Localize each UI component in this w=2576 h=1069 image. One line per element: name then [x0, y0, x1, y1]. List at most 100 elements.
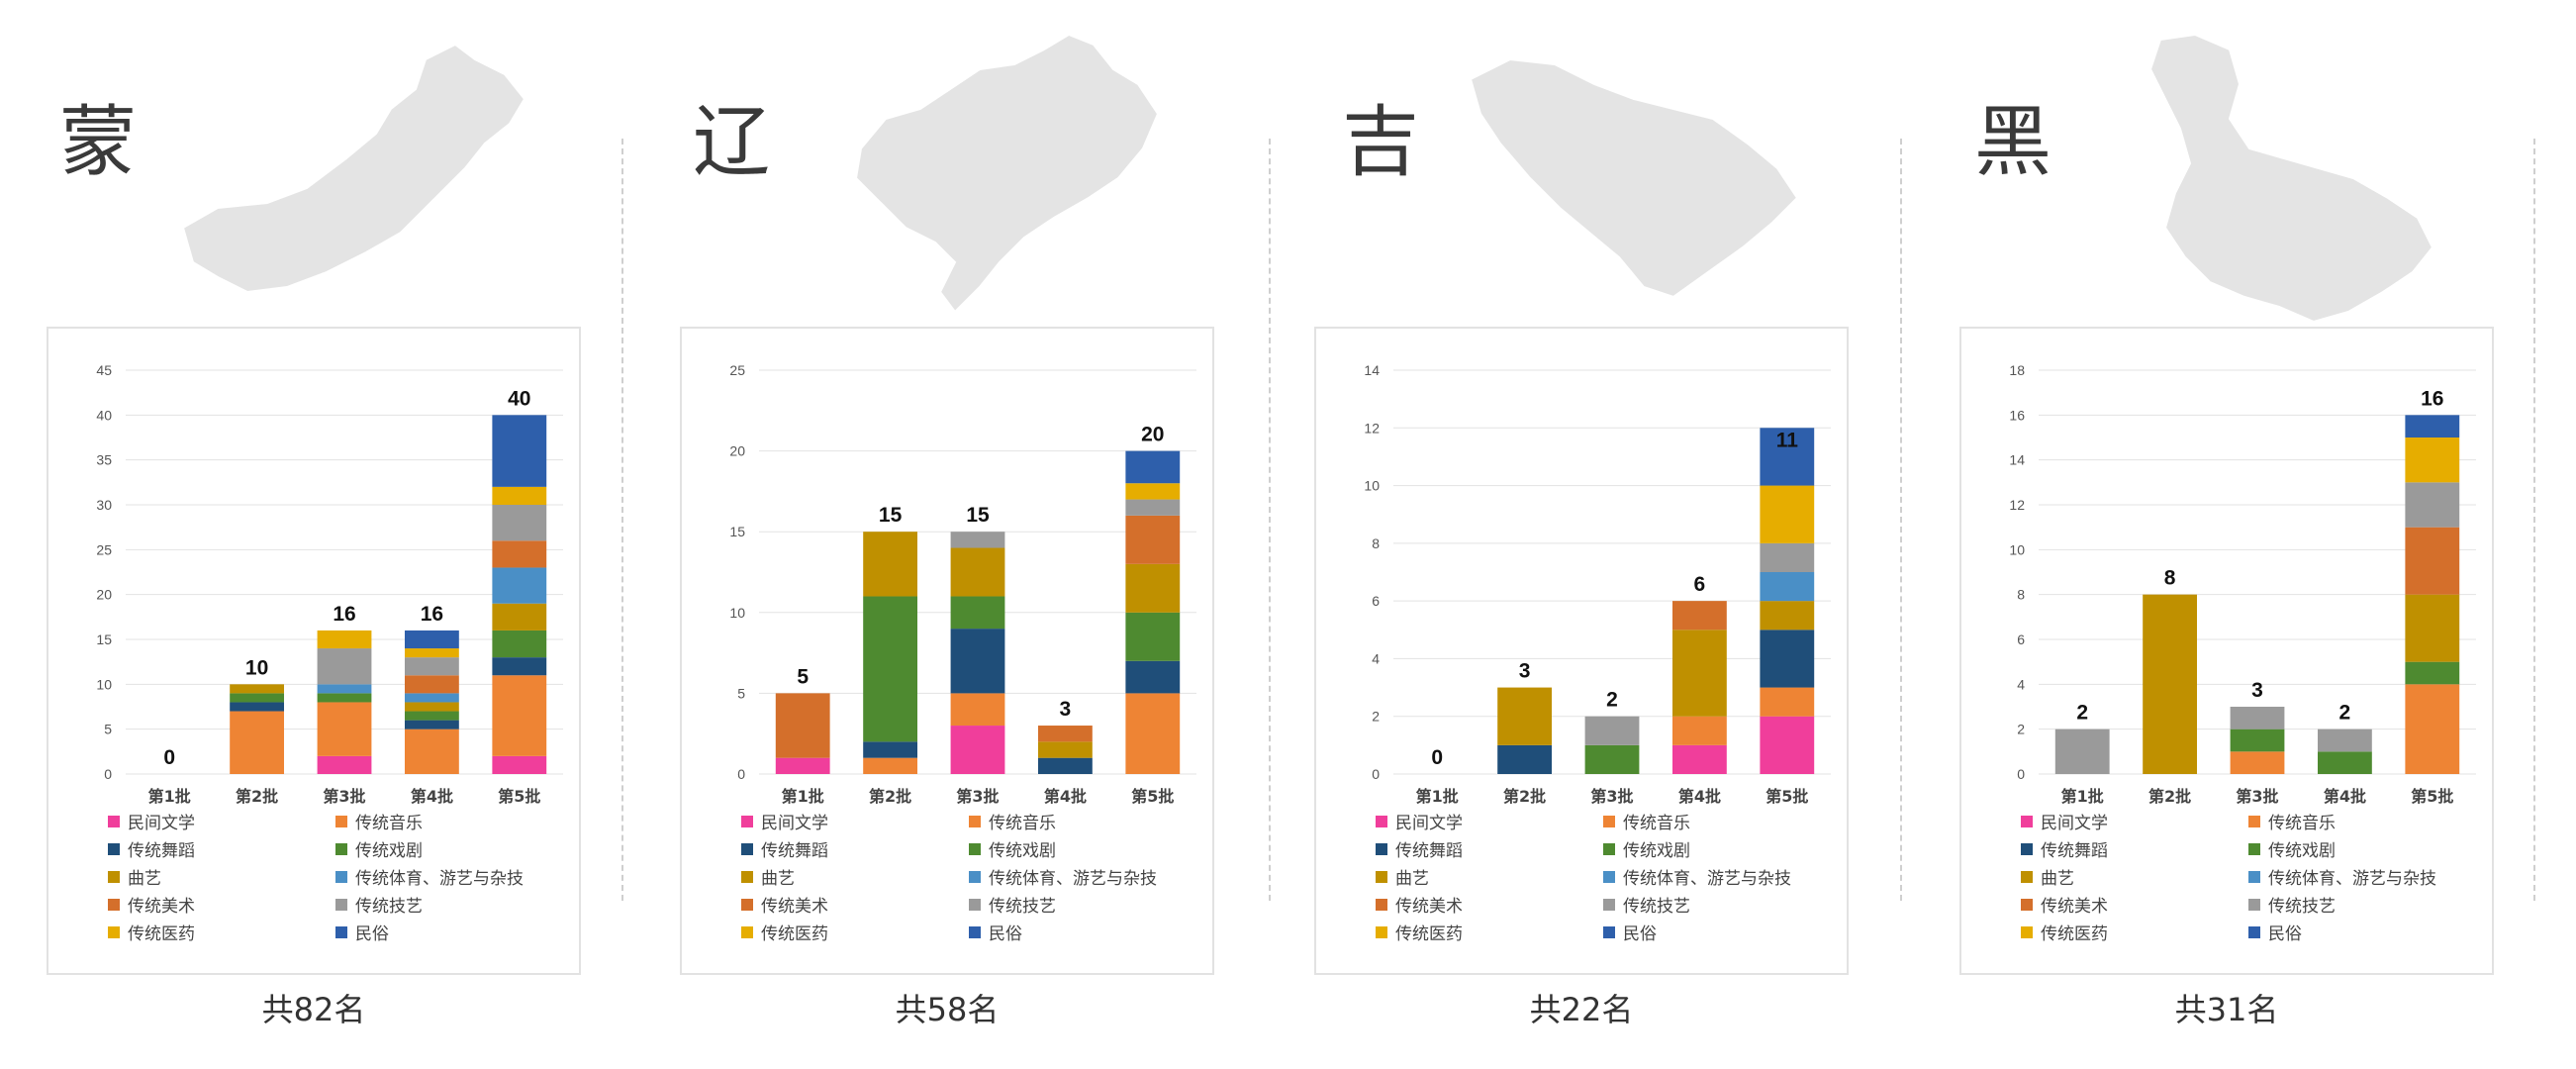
y-tick-label: 8	[2017, 587, 2025, 603]
y-tick-label: 25	[729, 362, 745, 378]
y-tick-label: 5	[737, 685, 745, 701]
legend-label: 传统体育、游艺与杂技	[989, 869, 1157, 889]
legend-item: 民间文学	[741, 809, 828, 833]
bar-total-label: 3	[1519, 660, 1531, 683]
chart-svg: 0 2 4 6 8 10 12 14 0 第1批 3 第2批 2 第3批 6 第4批 11 第5批	[1364, 362, 1831, 806]
bar-total-label: 10	[245, 656, 268, 679]
bar-segment	[2230, 729, 2285, 752]
y-tick-label: 8	[1372, 535, 1380, 551]
legend-swatch	[969, 815, 981, 827]
legend-swatch	[2021, 925, 2033, 938]
bar-segment	[950, 547, 1005, 597]
y-tick-label: 35	[96, 452, 112, 468]
bar-segment	[863, 757, 918, 774]
panel-hei: 黑 0 2 4 6 8 10 12 14 16 18 2 第1批 8 第2批 3 第3批 2 第4批 16 第5批 民…	[1913, 0, 2557, 1069]
y-tick-label: 10	[729, 605, 745, 621]
legend-item: 曲艺	[741, 864, 795, 889]
x-tick-label: 第2批	[869, 787, 911, 806]
bar-total-label: 40	[508, 387, 530, 410]
region-character: 黑	[1974, 98, 2052, 187]
bar-total-label: 20	[1141, 424, 1164, 446]
x-tick-label: 第1批	[782, 787, 824, 806]
legend-label: 民间文学	[761, 814, 828, 833]
legend-swatch	[108, 925, 120, 938]
total-count: 共58名	[895, 991, 1000, 1028]
bar-total-label: 11	[1776, 429, 1799, 451]
liaoning-map-icon	[854, 33, 1160, 314]
bar-segment	[2405, 415, 2460, 437]
bar-segment	[317, 648, 372, 685]
region-character: 吉	[1342, 98, 1420, 187]
legend-item: 传统美术	[1376, 892, 1463, 917]
legend-label: 传统技艺	[2268, 897, 2336, 917]
y-tick-label: 12	[2009, 497, 2025, 513]
legend-swatch	[2021, 898, 2033, 911]
y-tick-label: 0	[104, 766, 112, 782]
x-tick-label: 第1批	[148, 787, 191, 806]
legend-swatch	[969, 870, 981, 883]
bar-segment	[950, 629, 1005, 694]
bar-segment	[2230, 751, 2285, 774]
y-tick-label: 0	[737, 766, 745, 782]
bar-segment	[950, 693, 1005, 727]
bar-segment	[1125, 515, 1181, 564]
legend-swatch	[741, 815, 753, 827]
bar-segment	[1584, 716, 1640, 745]
legend-label: 传统音乐	[1623, 814, 1690, 833]
x-tick-label: 第5批	[1131, 787, 1174, 806]
legend-label: 传统舞蹈	[761, 841, 828, 861]
bar-segment	[492, 567, 547, 604]
legend-item: 传统音乐	[969, 809, 1056, 833]
y-tick-label: 10	[2009, 541, 2025, 557]
legend-label: 传统音乐	[355, 814, 423, 833]
legend-label: 民俗	[355, 924, 389, 944]
bar-segment	[1125, 660, 1181, 694]
legend-swatch	[741, 870, 753, 883]
legend-item: 传统音乐	[1603, 809, 1690, 833]
bar-segment	[863, 596, 918, 742]
legend-swatch	[2248, 870, 2260, 883]
bar-segment	[2405, 594, 2460, 662]
bar-segment	[492, 486, 547, 505]
legend-label: 传统音乐	[2268, 814, 2336, 833]
bar-segment	[863, 532, 918, 597]
bar-segment	[317, 702, 372, 756]
legend-label: 民间文学	[1395, 814, 1463, 833]
legend-label: 传统体育、游艺与杂技	[2268, 869, 2436, 889]
legend-item: 曲艺	[1376, 864, 1429, 889]
bar-segment	[2405, 661, 2460, 685]
legend-label: 民间文学	[2041, 814, 2108, 833]
x-tick-label: 第4批	[1678, 787, 1721, 806]
x-tick-label: 第3批	[2236, 787, 2278, 806]
legend-label: 传统技艺	[989, 897, 1056, 917]
legend-item: 传统体育、游艺与杂技	[335, 864, 524, 889]
legend-swatch	[335, 870, 347, 883]
bar-segment	[492, 675, 547, 756]
y-tick-label: 25	[96, 541, 112, 557]
x-tick-label: 第4批	[2324, 787, 2366, 806]
legend-label: 传统体育、游艺与杂技	[1623, 869, 1791, 889]
legend-label: 传统舞蹈	[1395, 841, 1463, 861]
bar-total-label: 15	[966, 504, 990, 527]
bar-segment	[1037, 757, 1093, 774]
bar-total-label: 0	[1431, 746, 1443, 769]
bar-segment	[2317, 729, 2372, 752]
bar-segment	[404, 702, 459, 712]
legend-label: 传统舞蹈	[2041, 841, 2108, 861]
legend-swatch	[1376, 925, 1387, 938]
legend-item: 传统美术	[108, 892, 195, 917]
legend-swatch	[2248, 815, 2260, 827]
y-tick-label: 12	[1364, 420, 1380, 436]
bar-segment	[1497, 744, 1553, 774]
x-tick-label: 第5批	[2411, 787, 2453, 806]
legend-swatch	[741, 842, 753, 855]
x-tick-label: 第5批	[498, 787, 540, 806]
x-tick-label: 第5批	[1765, 787, 1808, 806]
legend-item: 传统舞蹈	[108, 836, 195, 861]
legend-item: 民间文学	[2021, 809, 2108, 833]
bar-segment	[230, 693, 285, 703]
legend-swatch	[2021, 815, 2033, 827]
total-count: 共82名	[261, 991, 366, 1028]
legend-label: 传统舞蹈	[128, 841, 195, 861]
legend-item: 传统戏剧	[969, 836, 1056, 861]
